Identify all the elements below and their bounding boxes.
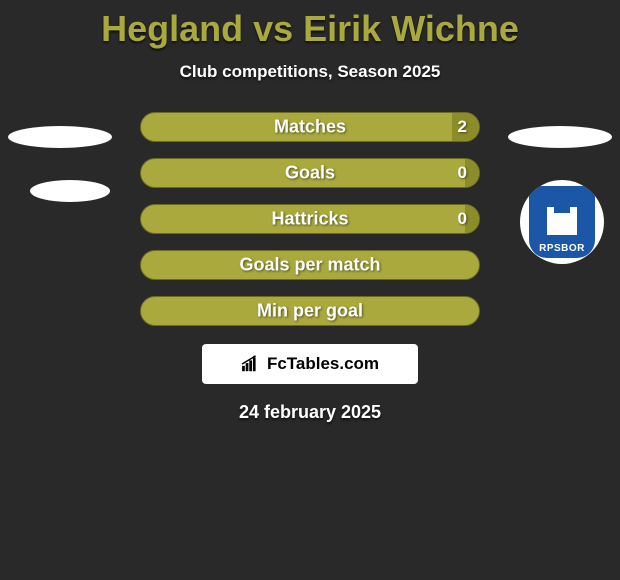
stat-bar: Goals 0 — [140, 158, 480, 188]
stat-bar: Matches 2 — [140, 112, 480, 142]
stat-value-right: 0 — [458, 163, 467, 183]
stat-value-right: 2 — [458, 117, 467, 137]
stat-label: Matches — [274, 117, 346, 138]
watermark: FcTables.com — [202, 344, 418, 384]
stat-label: Hattricks — [271, 209, 348, 230]
stat-label: Goals — [285, 163, 335, 184]
stat-label: Min per goal — [257, 301, 363, 322]
stat-bar: Min per goal — [140, 296, 480, 326]
stat-bar-fill-right — [465, 159, 479, 187]
stat-bar: Goals per match — [140, 250, 480, 280]
player-left-silhouette-1 — [8, 126, 112, 148]
stat-bar: Hattricks 0 — [140, 204, 480, 234]
stat-label: Goals per match — [239, 255, 380, 276]
club-badge-castle-icon — [547, 213, 577, 235]
club-badge-text: RPSBOR — [539, 243, 585, 254]
player-right-club-badge: RPSBOR — [520, 180, 604, 264]
club-badge-shield: RPSBOR — [529, 186, 595, 258]
bar-chart-icon — [241, 355, 263, 373]
page-title: Hegland vs Eirik Wichne — [0, 0, 620, 50]
infographic-date: 24 february 2025 — [0, 402, 620, 423]
subtitle: Club competitions, Season 2025 — [0, 62, 620, 82]
stat-bar-fill-right — [465, 205, 479, 233]
stats-bar-group: Matches 2 Goals 0 Hattricks 0 Goals per … — [140, 112, 480, 326]
stat-value-right: 0 — [458, 209, 467, 229]
player-right-silhouette-1 — [508, 126, 612, 148]
player-left-silhouette-2 — [30, 180, 110, 202]
watermark-text: FcTables.com — [267, 354, 379, 374]
